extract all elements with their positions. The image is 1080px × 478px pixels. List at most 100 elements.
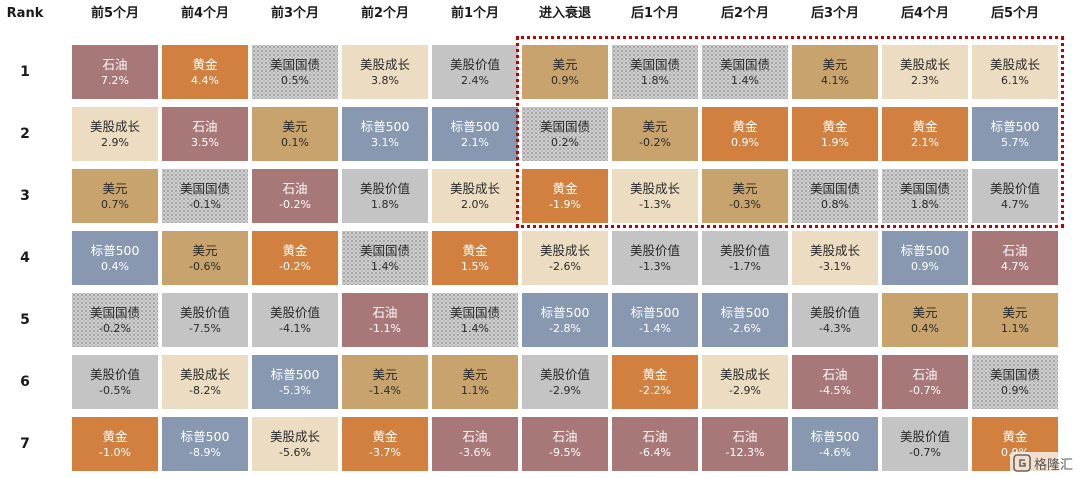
asset-return: 2.0% xyxy=(461,197,489,211)
asset-cell: 石油 4.7% xyxy=(972,231,1058,285)
asset-name: 标普500 xyxy=(360,118,410,134)
watermark-text: 格隆汇 xyxy=(1033,457,1073,473)
asset-name: 黄金 xyxy=(552,180,578,196)
asset-cell: 美国国债 0.2% xyxy=(522,107,608,161)
asset-cell: 美股成长 -8.2% xyxy=(162,355,248,409)
asset-name: 美国国债 xyxy=(629,56,680,72)
asset-cell: 石油 3.5% xyxy=(162,107,248,161)
asset-return: 0.7% xyxy=(101,197,129,211)
asset-return: -0.3% xyxy=(729,197,761,211)
asset-return: -0.2% xyxy=(279,259,311,273)
asset-cell: 石油 -0.7% xyxy=(882,355,968,409)
asset-cell: 美股价值 -0.7% xyxy=(882,417,968,471)
asset-name: 石油 xyxy=(552,428,578,444)
asset-cell: 美元 -0.2% xyxy=(612,107,698,161)
asset-cell: 美股价值 -0.5% xyxy=(72,355,158,409)
asset-return: 1.4% xyxy=(731,73,759,87)
asset-return: -0.7% xyxy=(909,383,941,397)
asset-cell: 石油 -9.5% xyxy=(522,417,608,471)
asset-return: -8.9% xyxy=(189,445,221,459)
asset-return: -4.3% xyxy=(819,321,851,335)
asset-name: 美元 xyxy=(1002,304,1028,320)
asset-cell: 美股价值 4.7% xyxy=(972,169,1058,223)
asset-name: 石油 xyxy=(192,118,218,134)
asset-name: 标普500 xyxy=(810,428,860,444)
asset-return: -2.9% xyxy=(729,383,761,397)
asset-name: 美元 xyxy=(642,118,668,134)
asset-cell: 美元 -0.6% xyxy=(162,231,248,285)
asset-cell: 美元 4.1% xyxy=(792,45,878,99)
asset-name: 美股价值 xyxy=(89,366,140,382)
asset-cell: 美股成长 2.0% xyxy=(432,169,518,223)
asset-cell: 黄金 -1.0% xyxy=(72,417,158,471)
asset-cell: 石油 -0.2% xyxy=(252,169,338,223)
asset-name: 美股价值 xyxy=(269,304,320,320)
asset-return: -1.4% xyxy=(369,383,401,397)
asset-name: 美股成长 xyxy=(179,366,230,382)
asset-cell: 黄金 -1.9% xyxy=(522,169,608,223)
asset-return: -4.6% xyxy=(819,445,851,459)
asset-return: 2.1% xyxy=(461,135,489,149)
asset-name: 美国国债 xyxy=(719,56,770,72)
asset-name: 美股价值 xyxy=(449,56,500,72)
asset-return: 1.5% xyxy=(461,259,489,273)
asset-return: -3.7% xyxy=(369,445,401,459)
column-header: 后3个月 xyxy=(810,6,860,21)
asset-return: 3.8% xyxy=(371,73,399,87)
rank-label: 2 xyxy=(20,126,30,142)
asset-return: 1.1% xyxy=(1001,321,1029,335)
asset-return: -4.5% xyxy=(819,383,851,397)
asset-cell: 美股成长 6.1% xyxy=(972,45,1058,99)
asset-return: -0.2% xyxy=(639,135,671,149)
asset-cell: 美股价值 -1.3% xyxy=(612,231,698,285)
asset-return: -2.2% xyxy=(639,383,671,397)
asset-return: 0.8% xyxy=(821,197,849,211)
asset-name: 黄金 xyxy=(1002,428,1028,444)
asset-name: 黄金 xyxy=(462,242,488,258)
asset-name: 美股成长 xyxy=(899,56,950,72)
asset-cell: 美股价值 -1.7% xyxy=(702,231,788,285)
asset-return: 1.8% xyxy=(641,73,669,87)
asset-cell: 美股价值 2.4% xyxy=(432,45,518,99)
asset-return: -9.5% xyxy=(549,445,581,459)
asset-name: 美元 xyxy=(102,180,128,196)
asset-cell: 黄金 1.5% xyxy=(432,231,518,285)
asset-name: 美元 xyxy=(552,56,578,72)
asset-name: 石油 xyxy=(372,304,398,320)
asset-cell: 标普500 0.4% xyxy=(72,231,158,285)
asset-name: 美股成长 xyxy=(719,366,770,382)
asset-cell: 标普500 -2.8% xyxy=(522,293,608,347)
asset-return: -0.6% xyxy=(189,259,221,273)
asset-cell: 美元 -1.4% xyxy=(342,355,428,409)
asset-return: 3.1% xyxy=(371,135,399,149)
asset-return: 1.4% xyxy=(371,259,399,273)
asset-name: 石油 xyxy=(912,366,938,382)
asset-name: 美国国债 xyxy=(89,304,140,320)
asset-cell: 美国国债 -0.2% xyxy=(72,293,158,347)
asset-cell: 美国国债 -0.1% xyxy=(162,169,248,223)
asset-cell: 美元 1.1% xyxy=(972,293,1058,347)
asset-cell: 黄金 -0.2% xyxy=(252,231,338,285)
asset-cell: 美股成长 -2.9% xyxy=(702,355,788,409)
asset-return: -3.6% xyxy=(459,445,491,459)
asset-return: 4.1% xyxy=(821,73,849,87)
asset-name: 标普500 xyxy=(990,118,1040,134)
asset-return: -0.2% xyxy=(279,197,311,211)
asset-return: 1.9% xyxy=(821,135,849,149)
asset-name: 美股成长 xyxy=(449,180,500,196)
asset-cell: 美国国债 0.9% xyxy=(972,355,1058,409)
asset-cell: 美国国债 1.8% xyxy=(612,45,698,99)
rank-label: 3 xyxy=(20,188,30,204)
asset-return: -1.0% xyxy=(99,445,131,459)
asset-name: 美国国债 xyxy=(899,180,950,196)
asset-return: 1.8% xyxy=(371,197,399,211)
watermark: 格隆汇 xyxy=(1009,452,1076,474)
column-header: 后5个月 xyxy=(990,6,1040,21)
asset-cell: 黄金 1.9% xyxy=(792,107,878,161)
asset-return: 2.9% xyxy=(101,135,129,149)
asset-name: 美股成长 xyxy=(89,118,140,134)
asset-name: 美国国债 xyxy=(449,304,500,320)
asset-cell: 标普500 -5.3% xyxy=(252,355,338,409)
